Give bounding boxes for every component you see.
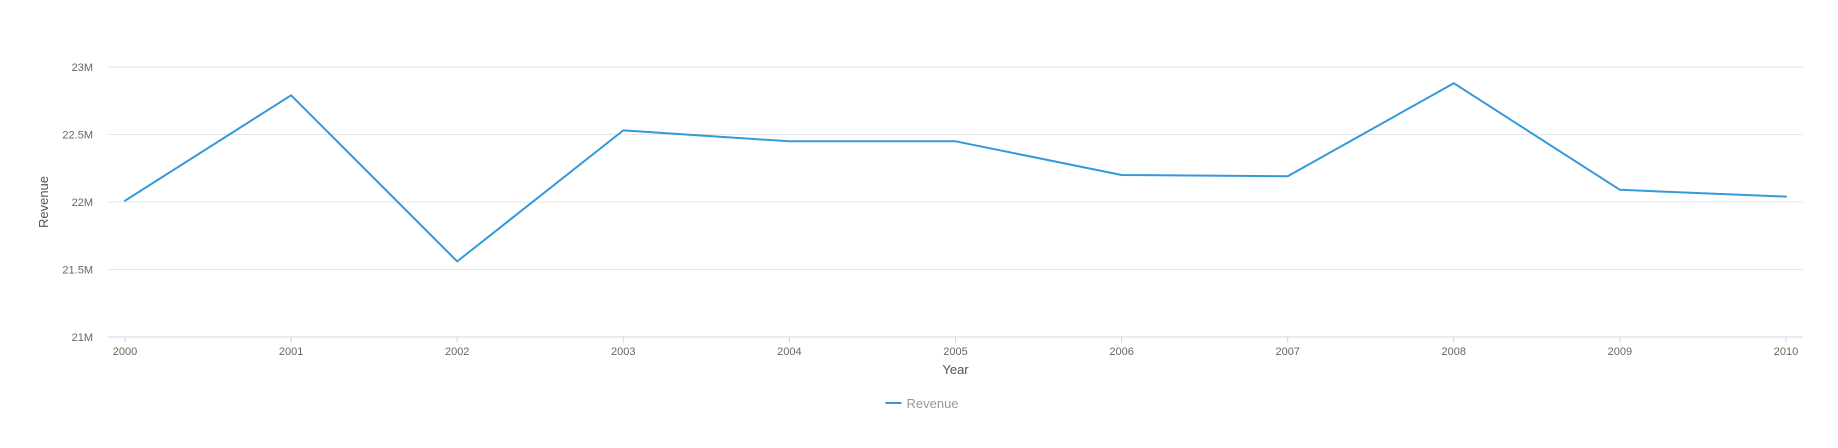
data-point[interactable]	[617, 124, 629, 136]
y-axis-title: Revenue	[36, 176, 51, 228]
y-axis-ticks: 21M 21.5M 22M 22.5M 23M	[62, 62, 93, 344]
data-point[interactable]	[1780, 191, 1792, 203]
x-tick-label: 2009	[1608, 346, 1632, 358]
x-tick-label: 2006	[1109, 346, 1133, 358]
x-tick-label: 2001	[279, 346, 303, 358]
data-point[interactable]	[1116, 169, 1128, 181]
data-point[interactable]	[1614, 184, 1626, 196]
x-tick-label: 2008	[1442, 346, 1466, 358]
x-tick-label: 2010	[1774, 346, 1798, 358]
x-tick-label: 2005	[943, 346, 967, 358]
y-tick-label: 23M	[72, 62, 93, 74]
y-tick-label: 22.5M	[62, 130, 93, 142]
x-tick-label: 2004	[777, 346, 801, 358]
data-point[interactable]	[950, 135, 962, 147]
y-tick-label: 22M	[72, 197, 93, 209]
x-tick-label: 2007	[1275, 346, 1299, 358]
series-layer	[119, 77, 1792, 267]
y-tick-label: 21M	[72, 332, 93, 344]
x-tick-label: 2002	[445, 346, 469, 358]
x-tick-label: 2003	[611, 346, 635, 358]
x-axis-ticks: 2000 2001 2002 2003 2004 2005 2006 2007 2008 2009…	[113, 337, 1798, 358]
data-point[interactable]	[1448, 77, 1460, 89]
data-point[interactable]	[451, 255, 463, 267]
data-point[interactable]	[1282, 170, 1294, 182]
grid-layer	[108, 66, 1803, 338]
legend[interactable]: Revenue	[885, 396, 959, 411]
data-point[interactable]	[119, 195, 131, 207]
x-tick-label: 2000	[113, 346, 137, 358]
legend-label-revenue[interactable]: Revenue	[907, 396, 959, 411]
y-tick-label: 21.5M	[62, 265, 93, 277]
data-point[interactable]	[783, 135, 795, 147]
series-line-revenue[interactable]	[124, 82, 1787, 263]
x-axis-title: Year	[942, 362, 969, 377]
data-point[interactable]	[285, 89, 297, 101]
